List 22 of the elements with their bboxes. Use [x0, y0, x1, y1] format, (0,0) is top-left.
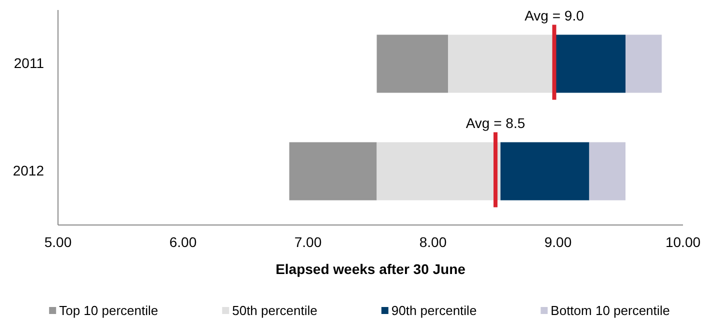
x-tick-label: 6.00 [169, 234, 197, 250]
bar [376, 34, 448, 93]
bar [589, 142, 626, 200]
y-tick-label: 2011 [14, 55, 44, 72]
legend-label: 50th percentile [232, 303, 318, 318]
bar [626, 34, 662, 93]
legend-label: Top 10 percentile [59, 303, 158, 318]
legend-label: 90th percentile [391, 303, 477, 318]
bar [289, 142, 377, 200]
ref-line-label: Avg = 8.5 [466, 115, 526, 132]
x-tick-label: 9.00 [544, 234, 572, 250]
legend-label: Bottom 10 percentile [550, 303, 670, 318]
x-tick-label: 10.00 [665, 234, 701, 250]
bar [500, 142, 590, 200]
x-tick-label: 8.00 [419, 234, 447, 250]
bar [376, 142, 500, 200]
ref-line-label: Avg = 9.0 [524, 8, 584, 24]
y-tick-label: 2012 [12, 162, 44, 179]
x-tick-label: 7.00 [294, 234, 322, 250]
x-axis-title: Elapsed weeks after 30 June [276, 261, 466, 277]
x-tick-label: 5.00 [44, 234, 72, 250]
bar [556, 34, 626, 93]
